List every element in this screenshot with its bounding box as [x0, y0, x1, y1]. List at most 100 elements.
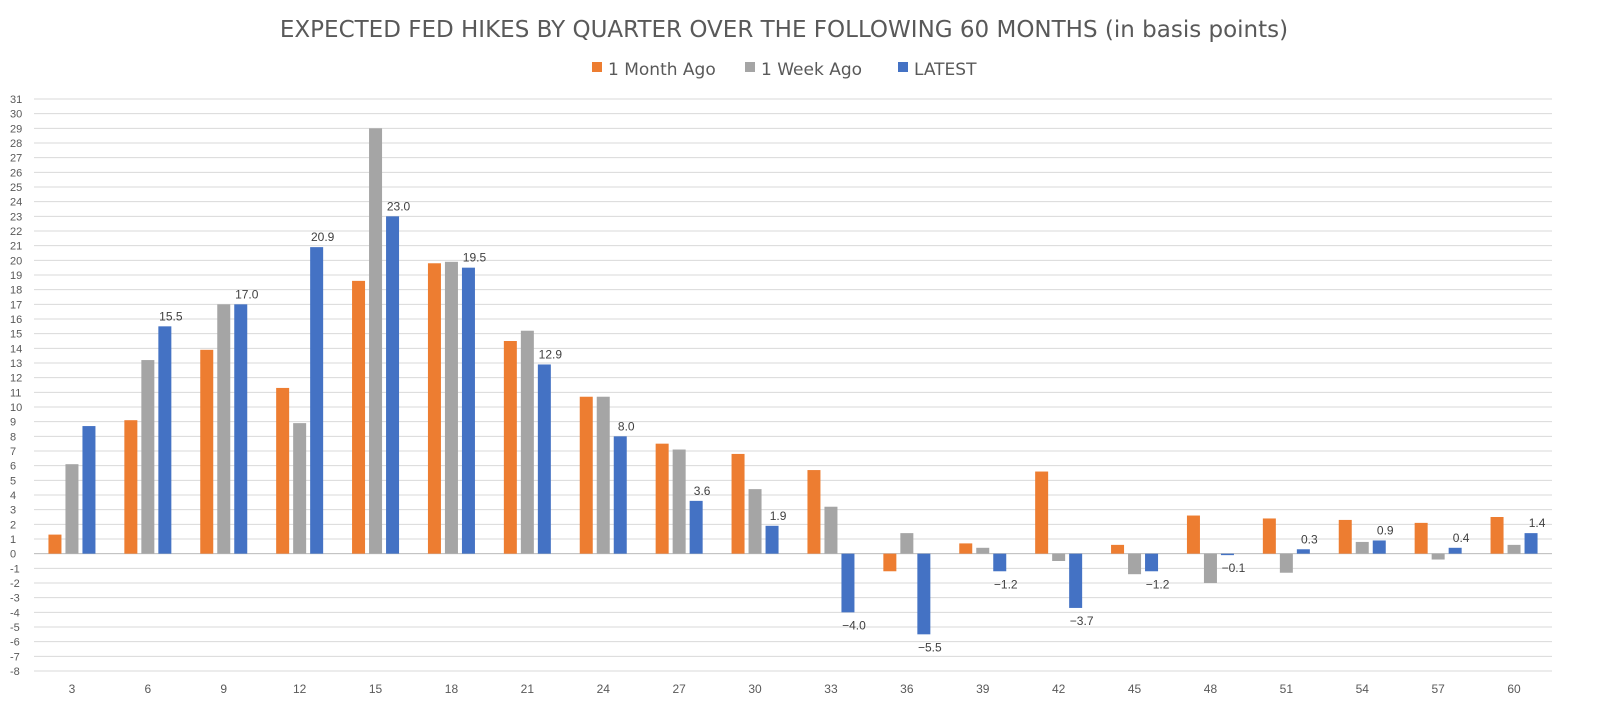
- x-tick-label: 24: [597, 682, 611, 696]
- y-tick-label: 30: [10, 109, 22, 121]
- y-tick-label: 17: [10, 299, 22, 311]
- x-tick-label: 3: [69, 682, 76, 696]
- x-tick-label: 33: [824, 682, 838, 696]
- bar-1-week-ago-30: [748, 489, 762, 554]
- bar-1-month-ago-51: [1262, 518, 1276, 554]
- y-tick-label: -3: [10, 593, 20, 605]
- bar-latest-45: [1145, 553, 1159, 572]
- x-axis: 3 6 9 12 15 18 21 24 27 30 33 36 39 42 45 48 51 54 57 60: [69, 682, 1521, 696]
- bar-1-month-ago-33: [807, 470, 821, 554]
- bar-1-week-ago-57: [1431, 553, 1445, 560]
- y-tick-label: 2: [10, 519, 16, 531]
- data-label: 1.9: [770, 509, 787, 523]
- x-tick-label: 51: [1280, 682, 1294, 696]
- bar-1-week-ago-42: [1052, 553, 1066, 561]
- y-tick-label: -5: [10, 622, 20, 634]
- legend-item-1-week-ago: 1 Week Ago: [745, 60, 862, 80]
- bar-1-month-ago-54: [1338, 519, 1352, 554]
- legend: 1 Month Ago 1 Week Ago LATEST: [592, 60, 977, 80]
- bar-1-week-ago-33: [824, 506, 838, 554]
- bar-1-week-ago-9: [217, 304, 231, 554]
- x-tick-label: 15: [369, 682, 383, 696]
- bar-1-month-ago-36: [883, 553, 897, 572]
- legend-item-1-month-ago: 1 Month Ago: [592, 60, 716, 80]
- y-tick-label: 27: [10, 153, 22, 165]
- bar-1-week-ago-45: [1128, 553, 1142, 575]
- bar-latest-30: [765, 525, 779, 554]
- x-tick-label: 54: [1356, 682, 1370, 696]
- bar-latest-54: [1372, 540, 1386, 554]
- y-tick-label: -7: [10, 651, 20, 663]
- data-label: −4.0: [842, 618, 866, 632]
- y-tick-label: 20: [10, 255, 22, 267]
- y-tick-label: 0: [10, 549, 16, 561]
- y-tick-label: -8: [10, 666, 20, 678]
- bar-1-week-ago-36: [900, 533, 914, 554]
- data-label: 0.9: [1377, 523, 1394, 537]
- y-tick-label: 26: [10, 167, 22, 179]
- data-label: −1.2: [994, 577, 1018, 591]
- y-tick-label: 23: [10, 211, 22, 223]
- data-label: −0.1: [1222, 561, 1246, 575]
- y-tick-label: 10: [10, 402, 22, 414]
- bar-latest-12: [310, 247, 324, 554]
- y-tick-label: 16: [10, 314, 22, 326]
- legend-swatch: [898, 62, 908, 72]
- bar-1-month-ago-21: [503, 341, 517, 554]
- x-tick-label: 60: [1507, 682, 1521, 696]
- bar-1-month-ago-57: [1414, 522, 1428, 554]
- bar-1-month-ago-30: [731, 453, 745, 554]
- legend-swatch: [745, 62, 755, 72]
- data-label: 17.0: [235, 287, 259, 301]
- bar-latest-27: [689, 500, 703, 554]
- x-tick-label: 36: [900, 682, 914, 696]
- x-tick-label: 42: [1052, 682, 1066, 696]
- legend-label: 1 Week Ago: [761, 60, 862, 80]
- y-tick-label: -4: [10, 607, 20, 619]
- x-tick-label: 27: [672, 682, 686, 696]
- y-tick-label: 11: [10, 387, 21, 399]
- x-tick-label: 12: [293, 682, 307, 696]
- y-tick-label: 21: [10, 241, 22, 253]
- y-tick-label: -1: [10, 563, 20, 575]
- y-tick-label: 7: [10, 446, 16, 458]
- data-label: 8.0: [618, 419, 635, 433]
- y-tick-label: 9: [10, 417, 16, 429]
- bar-latest-48: [1220, 553, 1234, 556]
- x-tick-label: 18: [445, 682, 459, 696]
- chart-title: EXPECTED FED HIKES BY QUARTER OVER THE F…: [280, 17, 1288, 43]
- bar-1-week-ago-24: [596, 396, 610, 554]
- bar-latest-24: [613, 436, 627, 554]
- y-tick-label: 22: [10, 226, 22, 238]
- data-label: 12.9: [539, 347, 563, 361]
- y-tick-label: 5: [10, 475, 16, 487]
- bar-latest-21: [537, 364, 551, 554]
- gridlines: [34, 98, 1552, 672]
- bar-1-week-ago-21: [520, 330, 534, 554]
- x-tick-label: 9: [220, 682, 227, 696]
- y-axis: 3130292827262524232221201918171615141312…: [10, 94, 22, 678]
- bar-latest-9: [234, 304, 248, 554]
- bar-1-week-ago-51: [1279, 553, 1293, 573]
- bar-latest-60: [1524, 533, 1538, 554]
- bar-1-month-ago-48: [1186, 515, 1200, 554]
- bar-latest-33: [841, 553, 855, 613]
- legend-label: 1 Month Ago: [608, 60, 716, 80]
- bar-1-month-ago-15: [352, 280, 366, 554]
- x-tick-label: 48: [1204, 682, 1218, 696]
- y-tick-label: 28: [10, 138, 22, 150]
- y-tick-label: 1: [10, 534, 16, 546]
- y-tick-label: 4: [10, 490, 16, 502]
- bar-1-week-ago-39: [976, 547, 990, 554]
- y-tick-label: -2: [10, 578, 20, 590]
- bar-1-month-ago-42: [1035, 471, 1049, 554]
- bar-latest-3: [82, 426, 96, 554]
- y-tick-label: 31: [10, 94, 22, 106]
- bar-1-month-ago-12: [276, 387, 290, 554]
- legend-label: LATEST: [914, 60, 977, 80]
- x-tick-label: 30: [748, 682, 762, 696]
- bar-1-week-ago-15: [369, 128, 383, 554]
- bars: [48, 128, 1538, 635]
- data-label: 1.4: [1529, 516, 1546, 530]
- bar-1-month-ago-45: [1111, 544, 1125, 554]
